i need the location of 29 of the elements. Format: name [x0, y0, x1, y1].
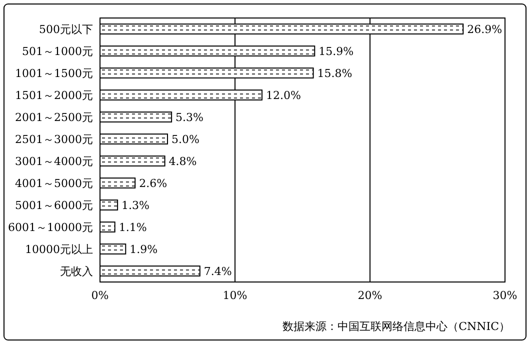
y-tick-label: 1501～2000元: [15, 89, 93, 102]
x-tick-label: 0%: [91, 289, 109, 302]
data-label: 15.9%: [318, 45, 354, 58]
y-tick-label: 10000元以上: [25, 243, 93, 256]
y-tick-label: 6001～10000元: [8, 221, 93, 234]
y-tick-label: 2501～3000元: [15, 133, 93, 146]
data-label: 5.3%: [176, 111, 204, 124]
data-label: 4.8%: [168, 155, 197, 168]
y-tick-label: 无收入: [60, 265, 93, 278]
source-note: 数据来源：中国互联网络信息中心（CNNIC）: [282, 320, 510, 333]
data-label: 26.9%: [467, 23, 502, 36]
y-tick-label: 4001～5000元: [15, 177, 93, 190]
data-label: 1.1%: [118, 221, 147, 234]
data-label: 2.6%: [139, 177, 168, 190]
y-tick-label: 1001～1500元: [15, 67, 93, 80]
data-label: 1.9%: [130, 243, 158, 256]
y-tick-label: 501～1000元: [22, 45, 93, 58]
x-tick-label: 20%: [358, 289, 382, 302]
y-tick-label: 500元以下: [39, 23, 93, 36]
data-label: 7.4%: [204, 265, 232, 278]
data-label: 15.8%: [317, 67, 352, 80]
data-label: 1.3%: [122, 199, 150, 212]
x-tick-label: 30%: [492, 289, 518, 302]
y-tick-label: 2001～2500元: [15, 111, 93, 124]
y-tick-label: 3001～4000元: [15, 155, 93, 168]
y-tick-label: 5001～6000元: [15, 199, 93, 212]
data-label: 12.0%: [266, 89, 301, 102]
data-label: 5.0%: [172, 133, 200, 146]
x-tick-label: 10%: [222, 289, 248, 302]
